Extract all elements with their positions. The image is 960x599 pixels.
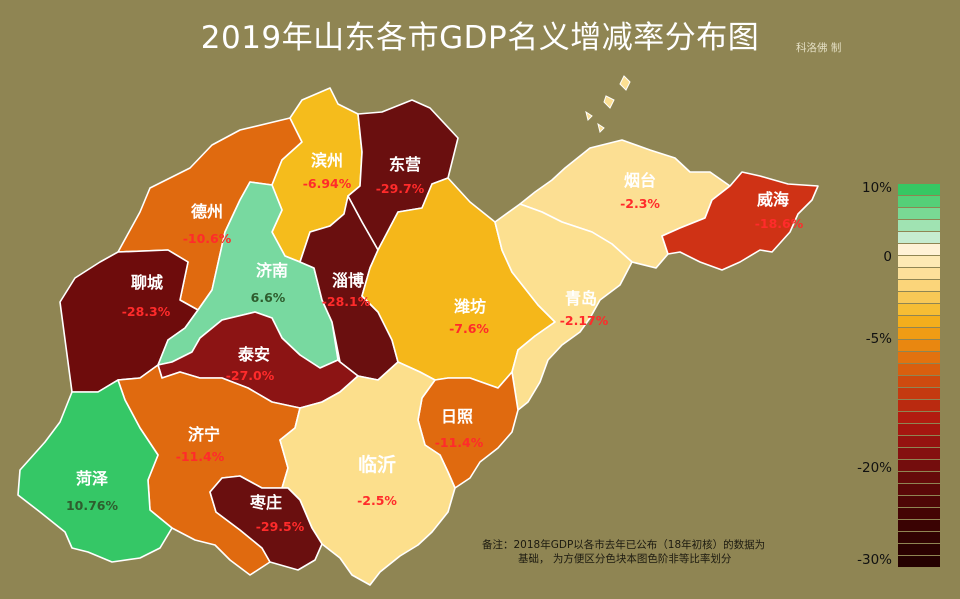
legend-swatch — [898, 472, 940, 484]
city-label-yantai: 烟台 — [624, 171, 656, 190]
island-small-1 — [597, 122, 605, 133]
city-value-zibo: -28.1% — [322, 294, 371, 309]
legend-tick-minus20: -20% — [857, 460, 892, 476]
city-label-dongying: 东营 — [389, 155, 421, 174]
city-label-weifang: 潍坊 — [454, 297, 486, 316]
region-qingdao[interactable] — [494, 203, 633, 411]
city-value-jinan: 6.6% — [251, 290, 286, 305]
city-label-taian: 泰安 — [237, 345, 270, 364]
island-north — [603, 95, 615, 109]
footnote-line-1: 备注：2018年GDP以各市去年已公布（18年初核）的数据为 — [482, 539, 766, 551]
legend-swatch — [898, 484, 940, 496]
city-value-dezhou: -10.6% — [183, 231, 232, 246]
city-value-taian: -27.0% — [226, 368, 275, 383]
city-value-liaocheng: -28.3% — [122, 304, 171, 319]
city-label-qingdao: 青岛 — [565, 289, 597, 308]
city-value-dongying: -29.7% — [376, 181, 425, 196]
legend-swatch — [898, 496, 940, 508]
region-heze[interactable] — [17, 379, 173, 563]
legend-swatch — [898, 424, 940, 436]
legend-swatch — [898, 340, 940, 352]
city-label-heze: 菏泽 — [76, 469, 108, 488]
legend-swatch — [898, 532, 940, 544]
city-value-linyi: -2.5% — [357, 493, 397, 508]
legend-swatch — [898, 400, 940, 412]
footnote-line-2: 基础， 为方便区分色块本图色阶非等比率划分 — [518, 553, 732, 565]
city-value-jining: -11.4% — [176, 449, 225, 464]
legend-swatch — [898, 352, 940, 364]
legend-swatch — [898, 520, 940, 532]
legend-swatch — [898, 328, 940, 340]
map-title: 2019年山东各市GDP名义增减率分布图 — [200, 20, 760, 56]
city-label-liaocheng: 聊城 — [131, 273, 163, 292]
city-value-binzhou: -6.94% — [303, 176, 352, 191]
legend-swatch — [898, 268, 940, 280]
city-value-qingdao: -2.17% — [560, 313, 609, 328]
legend-swatch — [898, 448, 940, 460]
city-label-weihai: 威海 — [757, 190, 789, 209]
legend-swatch — [898, 460, 940, 472]
legend-tick-minus5: -5% — [865, 331, 892, 347]
legend-swatch — [898, 304, 940, 316]
city-value-yantai: -2.3% — [620, 196, 660, 211]
city-label-zaozhuang: 枣庄 — [249, 493, 282, 512]
legend-swatch — [898, 316, 940, 328]
legend-swatch — [898, 376, 940, 388]
credit-label: 科洛佛 制 — [796, 42, 842, 54]
city-label-jinan: 济南 — [256, 261, 288, 280]
legend-swatch — [898, 280, 940, 292]
color-scale-legend — [898, 184, 940, 568]
city-label-dezhou: 德州 — [191, 202, 223, 221]
legend-tick-0: 0 — [883, 249, 892, 265]
legend-swatch — [898, 508, 940, 520]
region-weihai[interactable] — [661, 171, 819, 271]
city-value-rizhao: -11.4% — [435, 435, 484, 450]
island-small-2 — [585, 110, 593, 121]
footnote: 备注：2018年GDP以各市去年已公布（18年初核）的数据为 基础， 为方便区分… — [482, 538, 822, 566]
legend-swatch — [898, 184, 940, 196]
legend-swatch — [898, 436, 940, 448]
legend-swatch — [898, 232, 940, 244]
legend-swatch — [898, 412, 940, 424]
legend-swatch — [898, 556, 940, 568]
island-changdao — [619, 75, 631, 91]
legend-swatch — [898, 544, 940, 556]
city-label-linyi: 临沂 — [358, 453, 396, 476]
city-label-jining: 济宁 — [188, 425, 220, 444]
city-value-weihai: -18.6% — [755, 216, 804, 231]
legend-swatch — [898, 364, 940, 376]
city-label-zibo: 淄博 — [332, 271, 364, 290]
legend-tick-minus30: -30% — [857, 552, 892, 568]
legend-swatch — [898, 196, 940, 208]
region-zaozhuang[interactable] — [209, 475, 323, 571]
city-value-zaozhuang: -29.5% — [256, 519, 305, 534]
city-label-binzhou: 滨州 — [311, 151, 343, 170]
legend-swatch — [898, 256, 940, 268]
legend-tick-10: 10% — [861, 180, 892, 196]
legend-swatch — [898, 388, 940, 400]
city-value-weifang: -7.6% — [449, 321, 489, 336]
legend-swatch — [898, 292, 940, 304]
city-value-heze: 10.76% — [66, 498, 119, 513]
city-label-rizhao: 日照 — [441, 407, 473, 426]
legend-swatch — [898, 208, 940, 220]
legend-swatch — [898, 244, 940, 256]
legend-swatch — [898, 220, 940, 232]
